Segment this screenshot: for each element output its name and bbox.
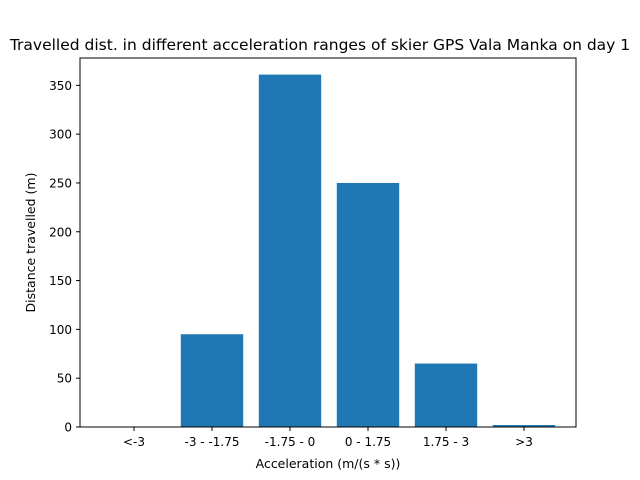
x-tick-label: -1.75 - 0	[265, 435, 316, 449]
x-tick-label: -3 - -1.75	[185, 435, 240, 449]
x-axis: <-3 -3 - -1.75 -1.75 - 0 0 - 1.75 1.75 - 3 >3	[123, 427, 533, 449]
x-tick-label: >3	[515, 435, 533, 449]
bar	[492, 425, 556, 427]
bar	[414, 363, 478, 427]
y-tick-label: 0	[64, 421, 72, 435]
plot-area	[80, 58, 576, 427]
y-tick-label: 350	[49, 79, 72, 93]
x-tick-label: 1.75 - 3	[423, 435, 469, 449]
x-axis-label: Acceleration (m/(s * s))	[256, 456, 401, 471]
y-tick-label: 300	[49, 128, 72, 142]
y-tick-label: 200	[49, 225, 72, 239]
bars-group	[180, 74, 556, 427]
y-tick-label: 250	[49, 176, 72, 190]
y-axis: 0 50 100 150 200 250 300 350	[49, 79, 80, 435]
y-axis-label: Distance travelled (m)	[23, 173, 38, 313]
y-tick-label: 50	[57, 372, 72, 386]
y-tick-label: 150	[49, 274, 72, 288]
chart-title: Travelled dist. in different acceleratio…	[9, 36, 630, 54]
bar	[180, 334, 244, 427]
y-tick-label: 100	[49, 323, 72, 337]
x-tick-label: <-3	[123, 435, 145, 449]
x-tick-label: 0 - 1.75	[345, 435, 391, 449]
plot-frame	[79, 57, 577, 428]
bar	[336, 182, 400, 427]
bar	[258, 74, 322, 427]
